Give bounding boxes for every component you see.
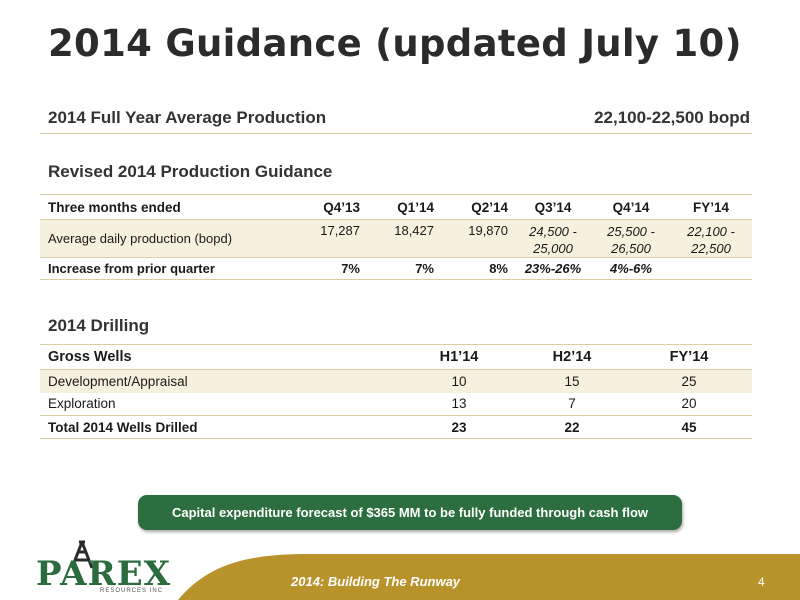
header-h2-14: H2’14 [518,344,626,370]
table-header-row: Three months ended Q4’13 Q1’14 Q2’14 Q3’… [40,194,752,220]
full-year-production-row: 2014 Full Year Average Production 22,100… [40,106,752,134]
production-guidance-table: Three months ended Q4’13 Q1’14 Q2’14 Q3’… [40,194,752,280]
table-row: Average daily production (bopd) 17,287 1… [40,219,752,258]
full-year-production-label: 2014 Full Year Average Production [48,108,327,127]
header-q1-14: Q1’14 [366,194,440,220]
derrick-icon [70,540,94,569]
cell-q4-14-line2: 26,500 [611,241,651,256]
increase-q2-14: 8% [440,257,514,280]
cell-q2-14: 19,870 [440,219,514,258]
logo-wordmark: PAREX [36,554,172,594]
cell-q3-14-line2: 25,000 [533,241,573,256]
header-h1-14: H1’14 [400,344,518,370]
increase-q4-13: 7% [290,257,366,280]
cell-fy-14: 22,100 - 22,500 [670,219,752,258]
cell-fy: 20 [681,396,697,412]
header-q3-14: Q3’14 [514,194,592,220]
total-h1: 23 [400,415,518,439]
production-guidance-heading: Revised 2014 Production Guidance [48,162,333,181]
table-row: Development/Appraisal 10 15 25 [40,369,752,393]
footer-band [178,554,800,600]
total-fy: 45 [626,415,752,439]
header-fy-14: FY’14 [626,344,752,370]
cell-q4-13: 17,287 [290,219,366,258]
cell-h1: 13 [451,396,467,412]
drilling-heading: 2014 Drilling [48,316,150,335]
increase-q4-14: 4%-6% [592,257,670,280]
cell-h2: 15 [518,369,626,393]
header-q4-13: Q4’13 [290,194,366,220]
slide-title: 2014 Guidance (updated July 10) [48,22,742,65]
cell-h1: 10 [400,369,518,393]
increase-q3-14: 23%-26% [514,257,592,280]
cell-fy-14-line1: 22,100 - [687,224,735,239]
cell-q1-14: 18,427 [366,219,440,258]
cell-q3-14-line1: 24,500 - [529,224,577,239]
table-row: Increase from prior quarter 7% 7% 8% 23%… [40,257,752,280]
row-label: Exploration [48,396,116,412]
table-row: Exploration 13 7 20 [40,393,752,416]
table-row: Total 2014 Wells Drilled 23 22 45 [40,415,752,439]
company-logo: PAREX RESOURCES INC [36,540,170,598]
cell-fy: 25 [626,369,752,393]
row-label: Development/Appraisal [40,369,400,393]
cell-fy-14-line2: 22,500 [691,241,731,256]
avg-production-label: Average daily production (bopd) [40,219,290,258]
table-header-row: Gross Wells H1’14 H2’14 FY’14 [40,344,752,370]
header-q4-14: Q4’14 [592,194,670,220]
header-q2-14: Q2’14 [440,194,514,220]
total-label: Total 2014 Wells Drilled [40,415,400,439]
capex-banner: Capital expenditure forecast of $365 MM … [138,495,682,530]
page-number: 4 [758,575,765,589]
drilling-table: Gross Wells H1’14 H2’14 FY’14 Developmen… [40,344,752,439]
header-three-months: Three months ended [40,194,290,220]
increase-label: Increase from prior quarter [40,257,290,280]
footer-text: 2014: Building The Runway [291,574,461,589]
total-h2: 22 [518,415,626,439]
logo-subtext: RESOURCES INC [100,588,164,594]
full-year-production-value: 22,100-22,500 bopd [594,108,750,127]
cell-q3-14: 24,500 - 25,000 [514,219,592,258]
cell-h2: 7 [568,396,576,412]
increase-fy-14 [670,257,752,280]
increase-q1-14: 7% [366,257,440,280]
cell-q4-14-line1: 25,500 - [607,224,655,239]
header-fy-14: FY’14 [670,194,752,220]
cell-q4-14: 25,500 - 26,500 [592,219,670,258]
header-gross-wells: Gross Wells [40,344,400,370]
